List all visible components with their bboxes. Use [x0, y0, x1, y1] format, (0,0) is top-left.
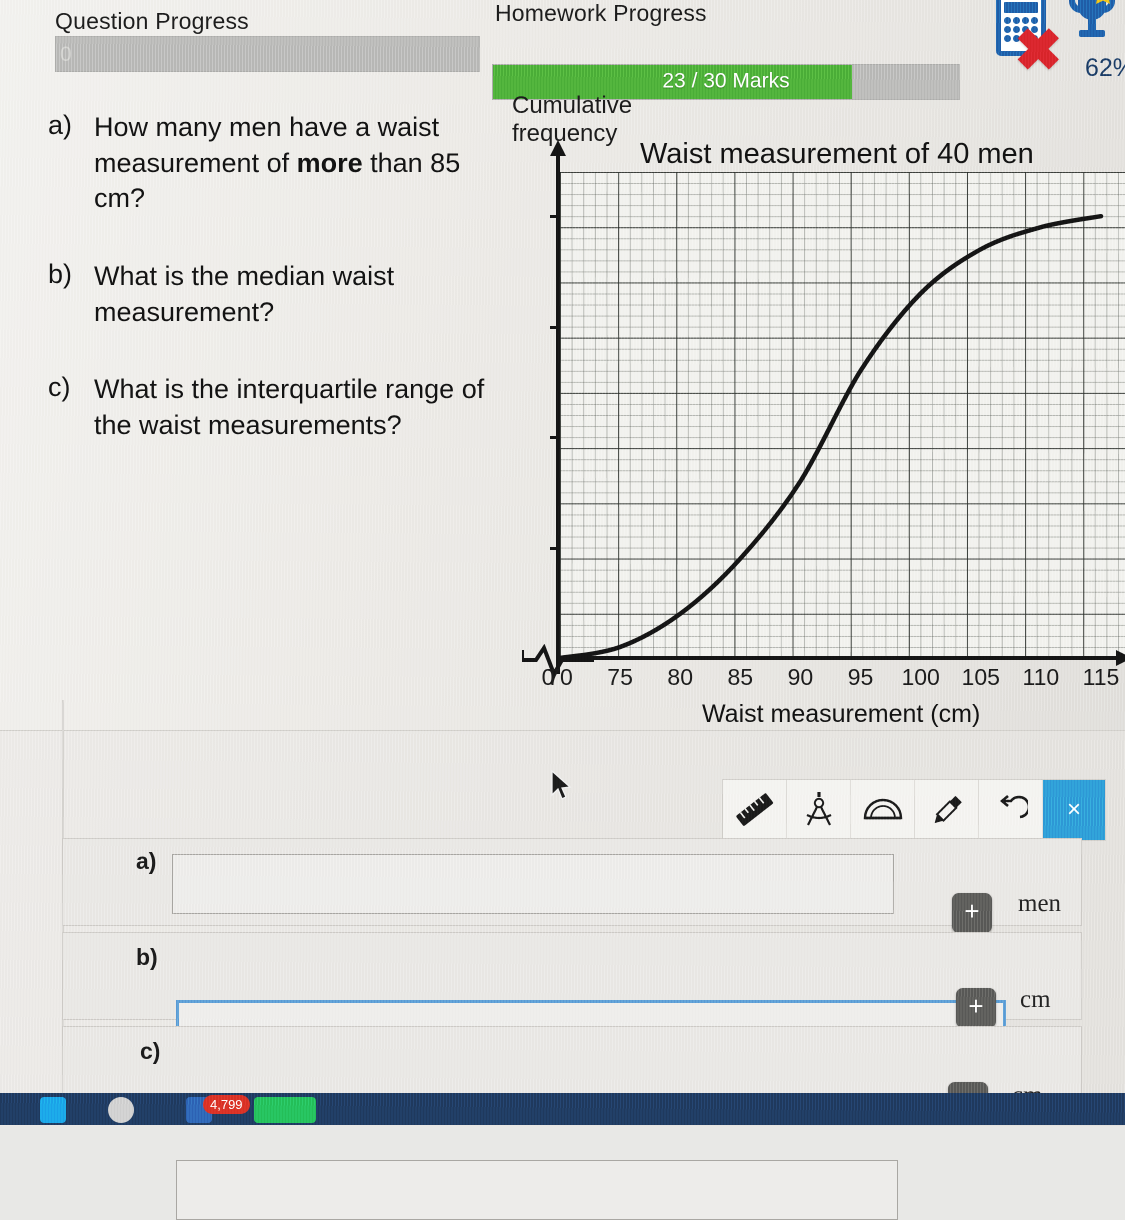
answer-unit-a: men: [1018, 890, 1062, 917]
question-item-c: c) What is the interquartile range of th…: [48, 372, 518, 443]
chart-x-tick-70: 70: [547, 664, 573, 690]
protractor-icon: [863, 798, 902, 820]
calculator-icon: [996, 0, 1046, 56]
taskbar-app-icon-1[interactable]: [40, 1097, 66, 1123]
answer-input-c[interactable]: [176, 1160, 898, 1220]
calculator-not-allowed-cross-icon: ✖: [1014, 18, 1063, 83]
question-marker-b: b): [48, 258, 73, 289]
question-marker-a: a): [48, 110, 73, 140]
chart-x-tick-85: 85: [727, 664, 754, 690]
chart-x-tick-100: 100: [901, 664, 940, 690]
compass-icon: [806, 792, 831, 826]
insert-symbol-button-b[interactable]: +: [956, 988, 996, 1028]
chart-y-axis-arrow: [550, 140, 566, 156]
homework-progress-fill: [493, 65, 852, 99]
chart-x-tick-90: 90: [787, 664, 814, 690]
chart-y-axis: [556, 154, 560, 674]
question-a-bold: more: [296, 147, 363, 178]
chart-y-tickmark-30: [550, 325, 560, 329]
chart-x-axis: [556, 656, 1122, 660]
chart-x-tick-80: 80: [667, 664, 693, 690]
chart-x-tick-75: 75: [607, 664, 633, 690]
question-body-a: How many men have a waist measurement of…: [94, 110, 518, 217]
close-tools-button[interactable]: ×: [1043, 780, 1105, 840]
question-marker-c: c): [48, 372, 71, 403]
question-progress-bar: 0: [55, 36, 480, 72]
taskbar-app-icon-4[interactable]: [254, 1097, 316, 1123]
question-item-a: a) How many men have a waist measurement…: [48, 110, 518, 217]
drawing-tools-toolbar[interactable]: ×: [722, 779, 1106, 841]
question-a-text-1: How many men have a waist measurement of: [94, 112, 440, 178]
answer-input-a[interactable]: [172, 854, 894, 914]
answer-label-a: a): [136, 848, 157, 874]
question-body-b: What is the median waist measurement?: [94, 260, 395, 327]
undo-tool-button[interactable]: [979, 780, 1043, 840]
answer-label-c: c): [140, 1038, 161, 1064]
taskbar-app-icon-2[interactable]: [108, 1097, 134, 1123]
os-taskbar[interactable]: 4,799: [0, 1093, 1125, 1125]
chart-axis-break-zigzag: [522, 644, 594, 678]
pencil-icon: [934, 795, 962, 824]
homework-progress-text: 23 / 30 Marks: [662, 69, 790, 93]
chart-y-tickmark-10: [550, 546, 560, 550]
question-progress-label: Question Progress: [55, 8, 249, 34]
chart-x-tick-105: 105: [961, 664, 1000, 690]
undo-icon: [999, 795, 1028, 819]
chart-title: Waist measurement of 40 men: [640, 138, 1034, 170]
trophy-icon: [1069, 0, 1115, 37]
insert-symbol-button-a[interactable]: +: [952, 893, 992, 933]
chart-curve: [557, 213, 1104, 661]
question-item-b: b) What is the median waist measurement?: [48, 259, 518, 330]
homework-progress-label: Homework Progress: [495, 0, 707, 26]
chart-major-gridlines: [560, 172, 1125, 658]
progress-header: Question Progress 0 Homework Progress 23…: [0, 0, 1125, 100]
chart-plot-area: [560, 172, 1125, 658]
chart-y-tickmark-40: [550, 215, 560, 219]
homework-progress-bar: 23 / 30 Marks: [492, 64, 960, 100]
chart-x-axis-label: Waist measurement (cm): [702, 700, 981, 728]
compass-tool-button[interactable]: [787, 780, 851, 840]
chart-x-axis-arrow: [1116, 650, 1125, 666]
chart-x-tick-115: 115: [1082, 664, 1120, 690]
chart-x-tick-110: 110: [1022, 664, 1060, 690]
question-text-block: a) How many men have a waist measurement…: [48, 110, 518, 469]
trophy-percent-label: 62%: [1085, 54, 1125, 82]
pencil-tool-button[interactable]: [915, 780, 979, 840]
mouse-cursor: [551, 770, 572, 800]
chart-x-tick-95: 95: [847, 664, 874, 690]
protractor-tool-button[interactable]: [851, 780, 915, 840]
answer-label-b: b): [136, 944, 158, 970]
ruler-icon: [735, 793, 773, 826]
taskbar-notification-badge[interactable]: 4,799: [203, 1095, 250, 1114]
chart-x-tick-0: 0: [541, 664, 555, 690]
cumulative-frequency-graph: Cumulative frequency Waist measurement of…: [512, 88, 1125, 748]
answer-unit-b: cm: [1020, 986, 1051, 1013]
question-a-text-2: than 85 cm?: [94, 147, 461, 214]
chart-y-tickmark-20: [550, 436, 560, 440]
question-progress-value: 0: [60, 43, 72, 67]
ruler-tool-button[interactable]: [723, 780, 787, 840]
question-body-c: What is the interquartile range of the w…: [94, 374, 485, 440]
